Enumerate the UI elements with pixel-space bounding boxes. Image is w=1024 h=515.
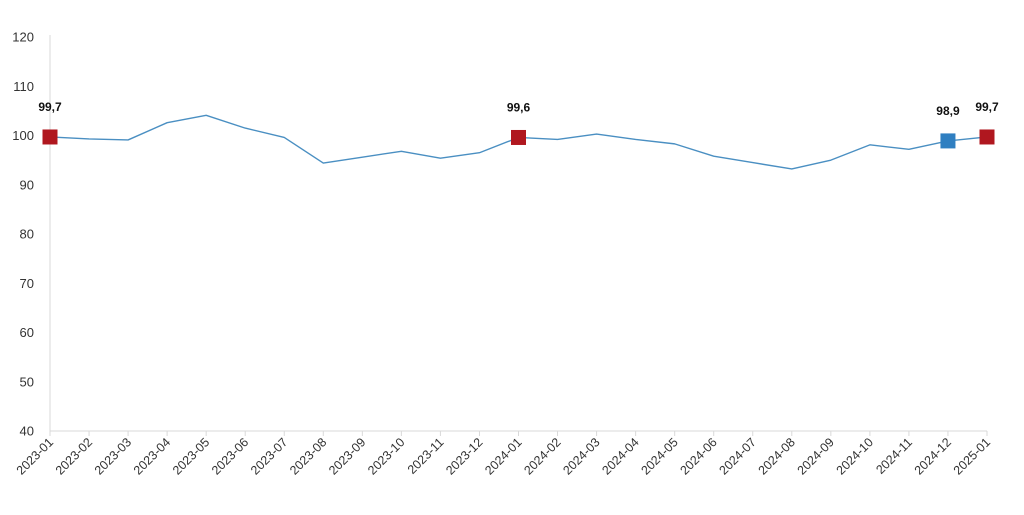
y-tick-label: 40 <box>20 424 34 439</box>
data-label: 98,9 <box>936 104 960 118</box>
data-label: 99,7 <box>38 100 62 114</box>
x-tick-label: 2023-09 <box>326 435 368 477</box>
y-tick-label: 110 <box>13 79 34 94</box>
marker-layer: 99,7 99,6 98,9 99,7 <box>38 100 999 149</box>
y-tick-label: 80 <box>20 227 34 242</box>
x-tick-label: 2024-07 <box>717 435 759 477</box>
x-tick-label: 2025-01 <box>951 435 993 477</box>
data-label: 99,7 <box>975 100 999 114</box>
x-tick-label: 2023-01 <box>14 435 56 477</box>
x-tick-label: 2023-05 <box>170 435 212 477</box>
x-tick-label: 2024-09 <box>795 435 837 477</box>
y-tick-label: 50 <box>20 374 34 389</box>
x-tick-label: 2024-03 <box>560 435 602 477</box>
x-tick-label: 2023-06 <box>209 435 251 477</box>
x-tick-label: 2024-10 <box>834 435 876 477</box>
x-tick-label: 2023-12 <box>443 435 485 477</box>
data-marker <box>979 129 995 145</box>
x-tick-label: 2023-10 <box>365 435 407 477</box>
x-tick-label: 2024-05 <box>638 435 680 477</box>
x-tick-label: 2024-08 <box>756 435 798 477</box>
y-tick-label: 120 <box>12 30 34 45</box>
x-tick-label: 2024-06 <box>677 435 719 477</box>
y-tick-label: 100 <box>12 128 34 143</box>
data-marker <box>42 129 58 145</box>
data-label: 99,6 <box>507 100 531 114</box>
x-tick-label: 2024-12 <box>912 435 954 477</box>
x-tick-label: 2023-08 <box>287 435 329 477</box>
x-tick-label: 2023-11 <box>405 435 447 477</box>
x-tick-label: 2024-01 <box>482 435 524 477</box>
y-tick-label: 70 <box>20 276 34 291</box>
data-marker <box>511 129 526 145</box>
x-tick-label: 2023-07 <box>248 435 290 477</box>
y-axis: 40 50 60 70 80 90 100 110 120 <box>12 30 51 439</box>
x-tick-label: 2023-04 <box>131 435 173 477</box>
x-tick-label: 2023-02 <box>53 435 95 477</box>
x-axis: 2023-012023-022023-032023-042023-052023-… <box>14 430 993 478</box>
data-marker <box>940 133 956 149</box>
x-tick-label: 2024-02 <box>521 435 563 477</box>
x-tick-label: 2023-03 <box>92 435 134 477</box>
y-tick-label: 60 <box>20 325 34 340</box>
x-tick-label: 2024-11 <box>873 435 915 477</box>
y-tick-label: 90 <box>20 177 34 192</box>
x-tick-label: 2024-04 <box>599 435 641 477</box>
